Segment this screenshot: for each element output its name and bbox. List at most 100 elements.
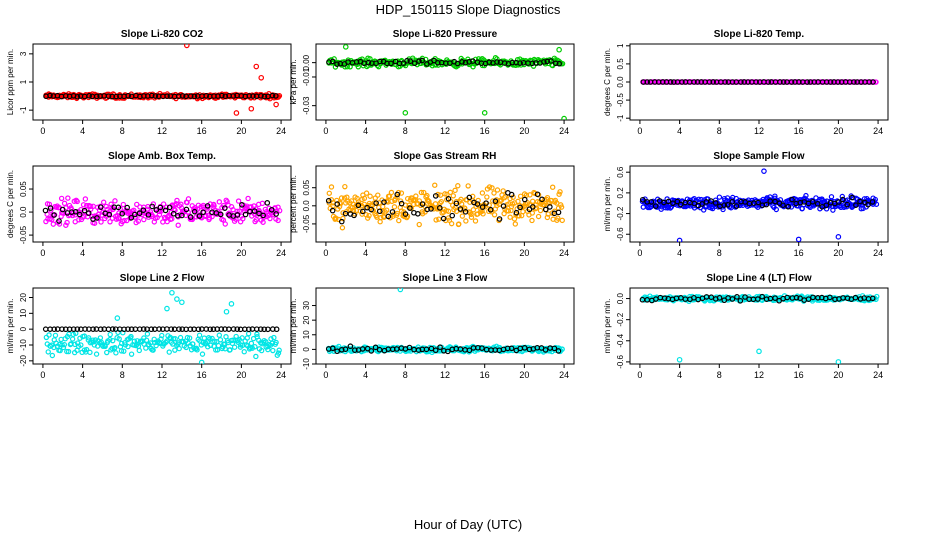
data-point xyxy=(215,342,222,349)
data-point xyxy=(479,345,485,351)
x-tick-label: 8 xyxy=(717,248,722,258)
data-point xyxy=(185,196,192,202)
x-tick-label: 0 xyxy=(40,370,45,380)
x-tick-label: 4 xyxy=(363,248,368,258)
data-point xyxy=(466,347,473,354)
data-point xyxy=(124,204,130,211)
data-point xyxy=(76,211,83,218)
y-tick-label: -20 xyxy=(19,355,28,367)
data-point xyxy=(172,347,178,353)
data-point xyxy=(445,348,451,355)
data-point xyxy=(432,193,439,199)
data-point xyxy=(72,209,79,215)
data-point xyxy=(505,208,512,214)
data-point xyxy=(873,79,879,85)
outlier-point xyxy=(397,288,404,293)
data-point xyxy=(195,326,202,333)
data-point xyxy=(419,57,425,64)
data-point xyxy=(737,297,744,304)
data-point xyxy=(265,346,271,353)
data-point xyxy=(780,202,786,209)
data-point xyxy=(385,213,392,220)
data-point xyxy=(176,326,182,332)
data-point xyxy=(523,192,530,198)
panel-8: Slope Line 4 (LT) Flow 0 4 8 12 16 20 24 -0.6 -0.… xyxy=(603,273,889,380)
y-axis-label: percent per min. xyxy=(289,175,298,233)
data-point xyxy=(160,201,167,207)
data-point xyxy=(216,199,223,205)
x-tick-label: 12 xyxy=(440,248,450,258)
panel-2: Slope Li-820 Temp. 0 4 8 12 16 20 24 -1 -0.5 0.0 0.… xyxy=(603,29,889,136)
x-tick-label: 4 xyxy=(677,126,682,136)
data-point xyxy=(273,211,279,217)
data-point xyxy=(46,332,52,338)
data-point xyxy=(708,198,714,204)
y-tick-label: 30 xyxy=(302,301,311,310)
outlier-point xyxy=(223,308,230,315)
data-point xyxy=(780,79,787,85)
data-point xyxy=(239,335,245,341)
data-point xyxy=(849,194,855,201)
data-point xyxy=(755,199,761,206)
data-point xyxy=(270,347,276,354)
data-point xyxy=(74,198,80,205)
panel-title: Slope Sample Flow xyxy=(713,151,804,162)
x-tick-label: 24 xyxy=(276,370,286,380)
data-point xyxy=(459,213,466,219)
data-point xyxy=(445,208,452,214)
data-point xyxy=(176,345,182,352)
x-axis-title: Hour of Day (UTC) xyxy=(413,517,523,532)
data-point xyxy=(729,198,736,205)
data-point xyxy=(734,294,740,300)
data-point xyxy=(259,200,266,207)
data-point xyxy=(222,93,229,100)
y-axis-label: ml/min per min. xyxy=(603,299,612,354)
plot-frame xyxy=(315,43,575,121)
data-point xyxy=(245,330,252,337)
data-point xyxy=(827,294,833,301)
x-tick-label: 20 xyxy=(236,370,246,380)
x-tick-label: 12 xyxy=(157,126,167,136)
data-point xyxy=(235,198,242,204)
panel-title: Slope Line 4 (LT) Flow xyxy=(706,273,812,284)
data-point xyxy=(218,326,225,332)
data-point xyxy=(107,336,113,343)
data-point xyxy=(217,211,224,218)
data-point xyxy=(438,198,445,205)
data-point xyxy=(80,202,87,208)
data-point xyxy=(169,216,175,222)
data-point xyxy=(721,297,728,304)
outlier-point xyxy=(253,63,260,70)
data-point xyxy=(69,336,76,342)
data-point xyxy=(489,185,495,191)
data-point xyxy=(87,349,93,356)
data-point xyxy=(163,204,170,210)
data-point xyxy=(74,326,81,332)
data-point xyxy=(389,209,396,215)
data-point xyxy=(529,217,535,224)
data-point xyxy=(722,79,728,85)
plot-frame xyxy=(32,43,292,121)
data-point xyxy=(772,193,778,199)
data-point xyxy=(115,204,122,211)
data-point xyxy=(396,217,402,224)
data-point xyxy=(388,60,394,67)
x-tick-label: 12 xyxy=(157,370,167,380)
y-axis-label: ml/min per min. xyxy=(289,299,298,354)
data-point xyxy=(789,196,795,203)
data-point xyxy=(839,193,845,200)
plot-frame xyxy=(32,287,292,365)
data-point xyxy=(388,189,395,196)
data-point xyxy=(222,221,228,227)
y-tick-label: -0.5 xyxy=(616,93,625,107)
data-point xyxy=(333,215,339,222)
data-point xyxy=(416,221,422,228)
x-tick-label: 0 xyxy=(40,248,45,258)
y-tick-label: 1 xyxy=(19,79,28,84)
data-point xyxy=(134,201,140,208)
data-point xyxy=(873,296,879,303)
data-point xyxy=(136,210,143,217)
data-point xyxy=(394,210,400,217)
data-point xyxy=(394,191,401,198)
data-point xyxy=(830,207,836,213)
